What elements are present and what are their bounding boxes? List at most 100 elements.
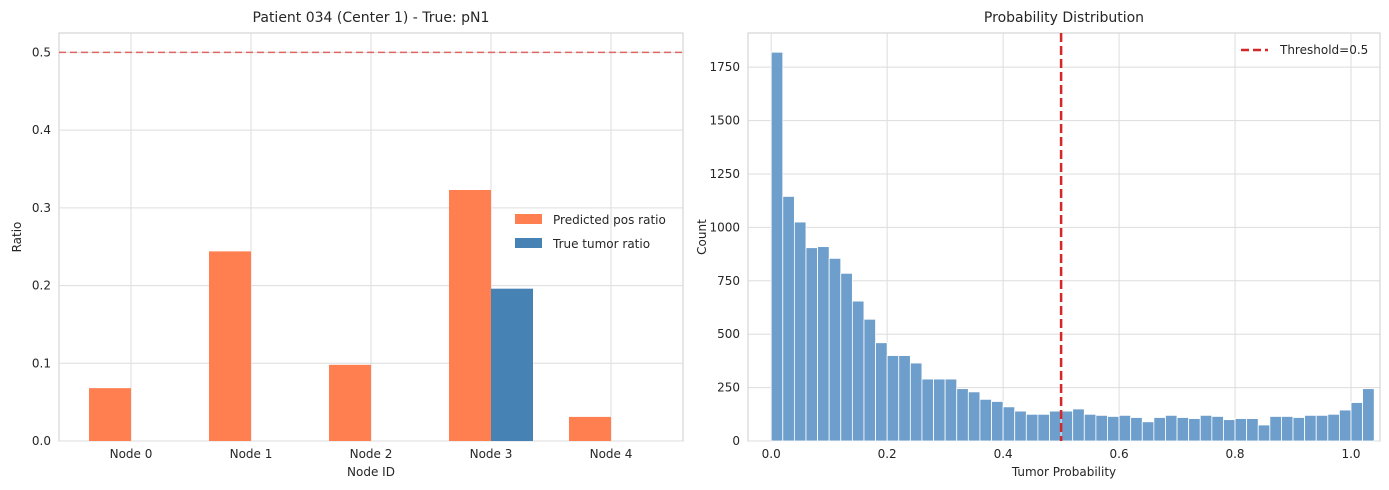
hist-bar-15 <box>944 378 958 442</box>
hist-bar-51 <box>1362 388 1375 442</box>
hist-bar-7 <box>851 300 865 442</box>
hist-bar-1 <box>782 196 795 442</box>
legend-threshold-label: Threshold=0.5 <box>1279 43 1368 57</box>
x-tick-label: Node 1 <box>230 447 273 461</box>
hist-bar-12 <box>909 362 923 442</box>
histogram-title: Probability Distribution <box>984 10 1144 26</box>
hist-bar-10 <box>886 355 900 442</box>
x-tick-label: 0.2 <box>878 447 897 461</box>
hist-bar-47 <box>1315 414 1329 442</box>
hist-bar-44 <box>1281 416 1294 442</box>
bar-0-3 <box>449 189 491 441</box>
hist-bar-30 <box>1118 414 1132 442</box>
hist-bar-22 <box>1025 413 1039 442</box>
bar-y-axis-label: Ratio <box>10 222 24 253</box>
x-tick-label: 1.0 <box>1341 447 1360 461</box>
hist-bar-41 <box>1246 418 1259 442</box>
hist-bar-45 <box>1292 417 1306 442</box>
histogram-y-axis-label: Count <box>695 219 709 255</box>
y-tick-label: 500 <box>717 327 740 341</box>
y-tick-label: 250 <box>717 381 740 395</box>
hist-bar-14 <box>933 378 946 442</box>
hist-bar-18 <box>979 398 992 442</box>
hist-bar-50 <box>1350 402 1364 442</box>
y-tick-label: 0.2 <box>32 279 51 293</box>
hist-bar-35 <box>1176 417 1190 442</box>
hist-bar-9 <box>875 342 888 442</box>
bar-0-2 <box>329 364 371 441</box>
hist-bar-39 <box>1223 419 1236 442</box>
bar-chart-title: Patient 034 (Center 1) - True: pN1 <box>253 10 490 26</box>
hist-bar-49 <box>1339 409 1352 442</box>
x-tick-label: Node 3 <box>470 447 513 461</box>
y-tick-label: 0.4 <box>32 123 51 137</box>
y-tick-label: 1250 <box>709 167 740 181</box>
x-tick-label: Node 0 <box>110 447 153 461</box>
bar-legend: Predicted pos ratio True tumor ratio <box>515 213 666 251</box>
histogram-legend: Threshold=0.5 <box>1241 43 1368 57</box>
bar-0-1 <box>209 251 251 441</box>
hist-bar-29 <box>1107 416 1120 442</box>
histogram-y-ticks: 0 250 500 750 1000 1250 1500 1750 <box>709 60 740 448</box>
histogram-bars <box>770 51 1375 442</box>
legend-label-true: True tumor ratio <box>552 237 650 251</box>
hist-bar-11 <box>898 355 911 442</box>
hist-bar-37 <box>1199 414 1213 442</box>
hist-bar-40 <box>1234 418 1248 442</box>
hist-bar-24 <box>1049 410 1062 442</box>
bar-marks <box>89 189 611 441</box>
y-tick-label: 0.0 <box>32 434 51 448</box>
hist-bar-17 <box>967 391 981 442</box>
hist-bar-34 <box>1165 414 1178 442</box>
hist-bar-20 <box>1002 406 1016 442</box>
x-tick-label: 0.0 <box>762 447 781 461</box>
hist-bar-43 <box>1269 416 1282 442</box>
hist-bar-32 <box>1141 421 1155 442</box>
hist-bar-23 <box>1037 413 1050 442</box>
x-tick-label: 0.4 <box>994 447 1013 461</box>
hist-bar-48 <box>1327 413 1340 442</box>
histogram-panel: 0 250 500 750 1000 1250 1500 1750 0.0 0.2 0.4 0.6 0… <box>695 10 1381 479</box>
hist-bar-36 <box>1188 418 1201 442</box>
hist-bar-46 <box>1304 414 1317 442</box>
bar-0-0 <box>89 388 131 441</box>
bar-0-4 <box>569 416 611 441</box>
hist-bar-19 <box>991 401 1004 442</box>
bar-1-3 <box>491 288 533 441</box>
x-tick-label: 0.8 <box>1225 447 1244 461</box>
hist-bar-8 <box>863 318 876 442</box>
y-tick-label: 1750 <box>709 60 740 74</box>
y-tick-label: 750 <box>717 274 740 288</box>
y-tick-label: 0 <box>732 434 740 448</box>
y-tick-label: 0.1 <box>32 356 51 370</box>
y-tick-label: 1000 <box>709 220 740 234</box>
hist-bar-0 <box>770 51 784 442</box>
hist-bar-26 <box>1072 408 1085 442</box>
x-tick-label: 0.6 <box>1110 447 1129 461</box>
hist-bar-5 <box>828 257 842 442</box>
hist-bar-6 <box>840 272 853 442</box>
hist-bar-4 <box>817 246 830 442</box>
bar-x-axis-label: Node ID <box>347 465 395 479</box>
y-tick-label: 1500 <box>709 114 740 128</box>
x-tick-label: Node 2 <box>350 447 393 461</box>
y-tick-label: 0.3 <box>32 201 51 215</box>
bar-x-ticks: Node 0 Node 1 Node 2 Node 3 Node 4 <box>110 447 633 461</box>
hist-bar-38 <box>1211 416 1224 442</box>
hist-bar-13 <box>921 378 934 442</box>
hist-bar-25 <box>1060 410 1074 442</box>
hist-bar-16 <box>956 388 969 442</box>
y-tick-label: 0.5 <box>32 45 51 59</box>
hist-bar-27 <box>1083 413 1097 442</box>
legend-swatch-predicted <box>515 214 542 224</box>
hist-bar-28 <box>1095 414 1108 442</box>
hist-bar-42 <box>1257 424 1271 442</box>
hist-bar-33 <box>1153 417 1166 442</box>
legend-swatch-true <box>515 238 542 248</box>
hist-bar-31 <box>1130 417 1143 442</box>
bar-chart-panel: 0.0 0.1 0.2 0.3 0.4 0.5 Node 0 Node 1 Node 2 Nod… <box>10 10 684 479</box>
hist-bar-3 <box>805 247 818 442</box>
hist-bar-2 <box>793 221 807 442</box>
hist-bar-21 <box>1014 410 1027 442</box>
